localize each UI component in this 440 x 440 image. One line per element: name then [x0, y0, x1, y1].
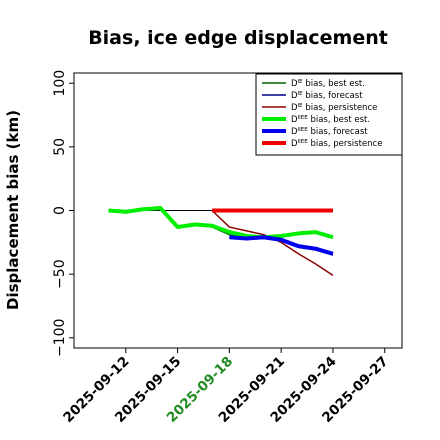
- legend-entry-label: DIIEE bias, forecast: [291, 127, 368, 137]
- legend-entry-label: DIIEE bias, best est.: [291, 115, 370, 125]
- y-tick-label: −50: [52, 259, 68, 289]
- y-tick-label: 50: [52, 138, 68, 156]
- series-line-5: [229, 235, 334, 256]
- legend-entry-label: DIE bias, persistence: [291, 103, 377, 113]
- chart-title: Bias, ice edge displacement: [88, 27, 388, 49]
- y-tick-label: −100: [52, 319, 68, 357]
- legend-entry-label: DIE bias, forecast: [291, 91, 363, 101]
- series-line-3: [211, 209, 334, 277]
- legend-entry-label: DIIEE bias, persistence: [291, 139, 382, 149]
- legend-entry-label: DIE bias, best est.: [291, 79, 365, 89]
- y-tick-label: 100: [52, 70, 68, 97]
- y-tick-label: 0: [52, 206, 68, 215]
- y-axis-label: Displacement bias (km): [4, 110, 22, 310]
- series-line-4: [108, 205, 334, 240]
